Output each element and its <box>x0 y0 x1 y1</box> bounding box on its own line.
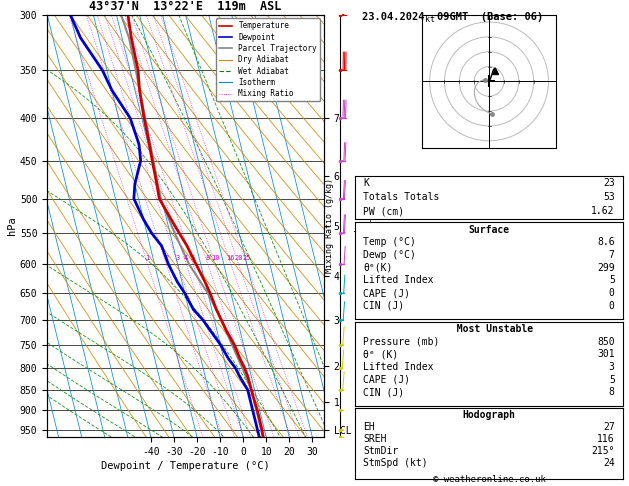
Text: 1.62: 1.62 <box>591 206 615 216</box>
Text: CIN (J): CIN (J) <box>364 301 404 311</box>
Text: Pressure (mb): Pressure (mb) <box>364 337 440 347</box>
Y-axis label: hPa: hPa <box>7 217 17 235</box>
Text: 2: 2 <box>164 255 169 260</box>
Text: 0: 0 <box>609 301 615 311</box>
Text: 23.04.2024  09GMT  (Base: 06): 23.04.2024 09GMT (Base: 06) <box>362 12 543 22</box>
Text: PW (cm): PW (cm) <box>364 206 404 216</box>
Y-axis label: km
ASL: km ASL <box>354 218 374 234</box>
Text: θᵉ (K): θᵉ (K) <box>364 349 399 360</box>
Text: 301: 301 <box>597 349 615 360</box>
Text: Temp (°C): Temp (°C) <box>364 237 416 247</box>
Text: 215°: 215° <box>591 446 615 456</box>
Text: 20: 20 <box>235 255 243 260</box>
Text: 7: 7 <box>609 250 615 260</box>
Text: 25: 25 <box>242 255 251 260</box>
Text: 16: 16 <box>226 255 235 260</box>
Text: CAPE (J): CAPE (J) <box>364 375 410 385</box>
Text: Lifted Index: Lifted Index <box>364 276 434 285</box>
Legend: Temperature, Dewpoint, Parcel Trajectory, Dry Adiabat, Wet Adiabat, Isotherm, Mi: Temperature, Dewpoint, Parcel Trajectory… <box>216 18 320 101</box>
Text: K: K <box>364 178 369 188</box>
Text: 24: 24 <box>603 458 615 469</box>
Text: 53: 53 <box>603 192 615 202</box>
Text: EH: EH <box>364 422 375 433</box>
Text: SREH: SREH <box>364 434 387 444</box>
Text: 27: 27 <box>603 422 615 433</box>
Text: 0: 0 <box>609 288 615 298</box>
Text: 3: 3 <box>609 362 615 372</box>
Text: 8.6: 8.6 <box>597 237 615 247</box>
Text: 116: 116 <box>597 434 615 444</box>
Text: Dewp (°C): Dewp (°C) <box>364 250 416 260</box>
Text: 3: 3 <box>175 255 180 260</box>
Text: 8: 8 <box>206 255 210 260</box>
Text: 8: 8 <box>609 387 615 398</box>
Title: 43°37'N  13°22'E  119m  ASL: 43°37'N 13°22'E 119m ASL <box>89 0 282 14</box>
Text: © weatheronline.co.uk: © weatheronline.co.uk <box>433 474 545 484</box>
Text: kt: kt <box>425 15 435 24</box>
Text: Totals Totals: Totals Totals <box>364 192 440 202</box>
Text: StmDir: StmDir <box>364 446 399 456</box>
Text: 23: 23 <box>603 178 615 188</box>
Text: 5: 5 <box>609 276 615 285</box>
Text: 299: 299 <box>597 262 615 273</box>
Text: CIN (J): CIN (J) <box>364 387 404 398</box>
Text: Lifted Index: Lifted Index <box>364 362 434 372</box>
Text: StmSpd (kt): StmSpd (kt) <box>364 458 428 469</box>
Text: 4: 4 <box>184 255 189 260</box>
Text: 5: 5 <box>191 255 195 260</box>
Text: 10: 10 <box>211 255 220 260</box>
Text: 850: 850 <box>597 337 615 347</box>
Text: θᵉ(K): θᵉ(K) <box>364 262 392 273</box>
Text: Most Unstable: Most Unstable <box>445 324 533 334</box>
X-axis label: Dewpoint / Temperature (°C): Dewpoint / Temperature (°C) <box>101 461 270 471</box>
Text: Mixing Ratio (g/kg): Mixing Ratio (g/kg) <box>325 178 334 274</box>
Text: Hodograph: Hodograph <box>462 410 516 420</box>
Text: 5: 5 <box>609 375 615 385</box>
Text: 1: 1 <box>145 255 150 260</box>
Text: CAPE (J): CAPE (J) <box>364 288 410 298</box>
Text: Surface: Surface <box>469 225 509 235</box>
